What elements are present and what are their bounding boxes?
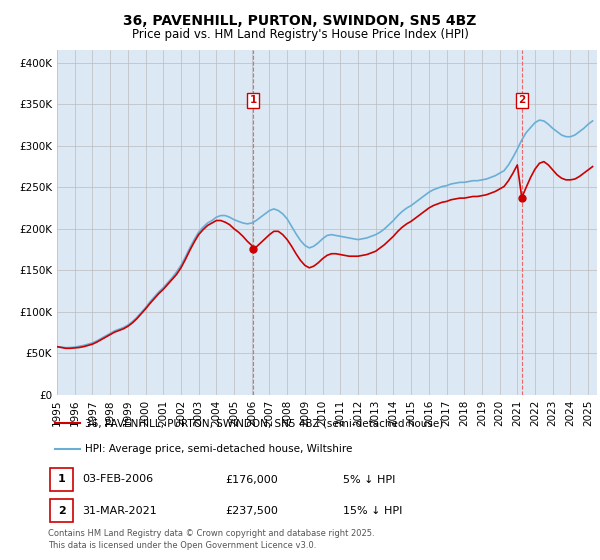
Text: 03-FEB-2006: 03-FEB-2006: [82, 474, 154, 484]
Text: 31-MAR-2021: 31-MAR-2021: [82, 506, 157, 516]
Text: 15% ↓ HPI: 15% ↓ HPI: [343, 506, 403, 516]
Text: 1: 1: [58, 474, 65, 484]
Text: HPI: Average price, semi-detached house, Wiltshire: HPI: Average price, semi-detached house,…: [85, 444, 352, 454]
Text: 1: 1: [250, 95, 257, 105]
Text: 36, PAVENHILL, PURTON, SWINDON, SN5 4BZ (semi-detached house): 36, PAVENHILL, PURTON, SWINDON, SN5 4BZ …: [85, 418, 443, 428]
FancyBboxPatch shape: [50, 468, 73, 491]
Text: £237,500: £237,500: [225, 506, 278, 516]
Text: £176,000: £176,000: [225, 474, 278, 484]
Text: 2: 2: [518, 95, 526, 105]
FancyBboxPatch shape: [50, 499, 73, 522]
Text: Contains HM Land Registry data © Crown copyright and database right 2025.
This d: Contains HM Land Registry data © Crown c…: [48, 529, 374, 550]
Text: 36, PAVENHILL, PURTON, SWINDON, SN5 4BZ: 36, PAVENHILL, PURTON, SWINDON, SN5 4BZ: [124, 14, 476, 28]
Text: 5% ↓ HPI: 5% ↓ HPI: [343, 474, 395, 484]
Text: 2: 2: [58, 506, 65, 516]
Text: Price paid vs. HM Land Registry's House Price Index (HPI): Price paid vs. HM Land Registry's House …: [131, 28, 469, 41]
